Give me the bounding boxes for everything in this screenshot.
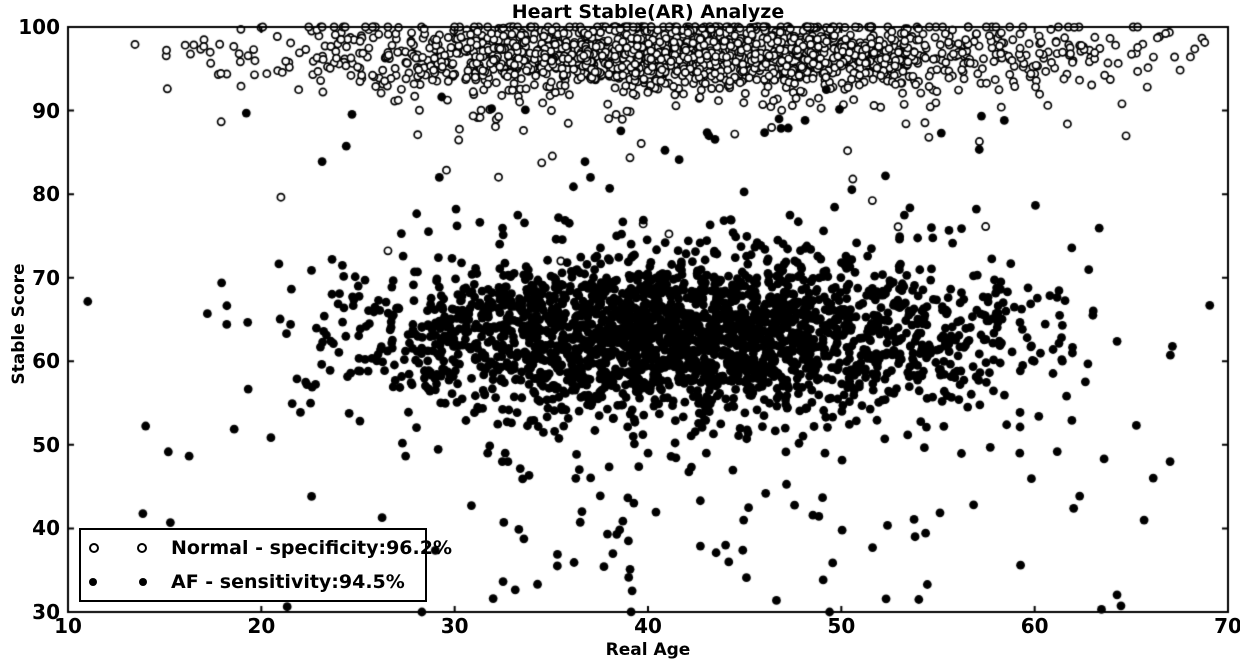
x-tick-label: 50 — [827, 614, 856, 638]
y-tick-label: 30 — [32, 600, 60, 624]
legend-entry-normal: Normal - specificity:96.2% — [81, 531, 452, 565]
legend-label-af: AF - sensitivity:94.5% — [171, 571, 405, 594]
x-tick-label: 10 — [54, 614, 82, 638]
legend: Normal - specificity:96.2% AF - sensitiv… — [79, 528, 452, 602]
x-tick-label: 40 — [634, 614, 662, 638]
y-tick-label: 60 — [32, 349, 60, 374]
open-circle-icon — [89, 542, 99, 553]
x-axis-label: Real Age — [605, 640, 691, 660]
legend-markers-normal — [81, 542, 147, 553]
legend-label-normal: Normal - specificity:96.2% — [171, 536, 452, 559]
filled-circle-icon — [89, 578, 97, 587]
x-tick-label: 30 — [440, 614, 469, 638]
chart-title: Heart Stable(AR) Analyze — [511, 1, 785, 23]
y-tick-label: 90 — [32, 98, 60, 123]
y-tick-label: 40 — [32, 516, 60, 541]
y-tick-label: 100 — [18, 15, 60, 39]
x-tick-label: 60 — [1020, 614, 1049, 638]
y-tick-label: 80 — [32, 182, 60, 207]
x-tick-label: 20 — [247, 614, 276, 638]
y-tick-label: 50 — [32, 432, 60, 457]
legend-markers-af — [81, 578, 147, 587]
open-circle-icon — [137, 542, 147, 553]
filled-circle-icon — [139, 578, 147, 587]
x-tick-label: 70 — [1214, 614, 1240, 638]
y-tick-label: 70 — [32, 265, 60, 290]
legend-entry-af: AF - sensitivity:94.5% — [81, 565, 425, 599]
